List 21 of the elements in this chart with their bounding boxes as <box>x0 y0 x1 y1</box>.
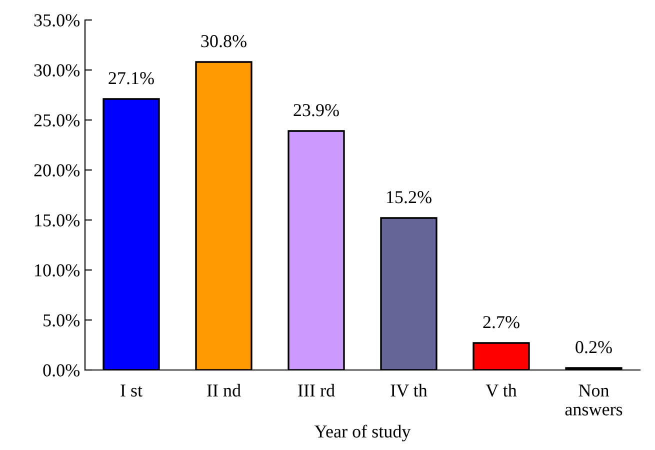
x-tick-label: Non answers <box>565 384 622 416</box>
x-tick-label: III rd <box>298 384 335 397</box>
x-tick-label: II nd <box>207 384 241 397</box>
data-label: 0.2% <box>576 341 612 354</box>
data-label: 23.9% <box>294 104 339 116</box>
y-tick-label: 5.0% <box>44 314 80 327</box>
data-label: 2.7% <box>483 316 520 328</box>
y-tick-label: 20.0% <box>34 164 80 177</box>
y-tick-label: 10.0% <box>35 264 80 277</box>
y-tick-label: 35.0% <box>34 14 80 27</box>
x-tick-label: I st <box>120 384 142 397</box>
x-tick-label: V th <box>486 384 517 397</box>
y-tick-label: 15.0% <box>35 214 80 227</box>
x-tick-label: IV th <box>390 384 428 397</box>
x-axis-title: Year of study <box>314 424 411 442</box>
data-label: 30.8% <box>201 35 246 48</box>
y-tick-label: 30.0% <box>34 64 80 77</box>
data-label: 15.2% <box>387 191 432 204</box>
y-tick-label: 25.0% <box>34 114 80 127</box>
data-label: 27.1% <box>108 72 154 84</box>
y-tick-label: 0.0% <box>43 364 80 377</box>
